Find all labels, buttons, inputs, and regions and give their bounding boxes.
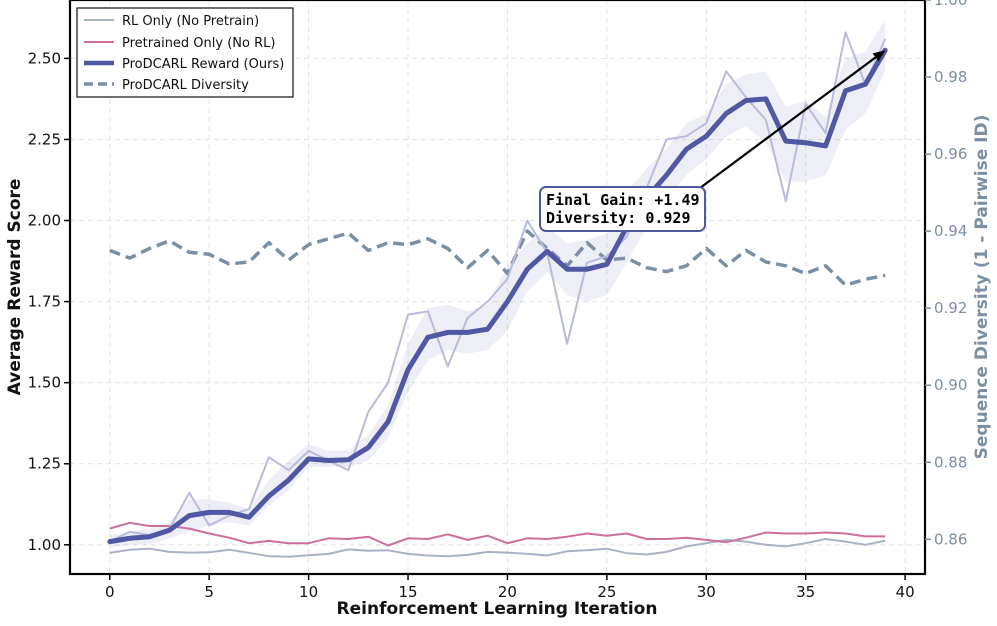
y2-tick-label: 1.00 — [934, 0, 967, 9]
annotation-arrowhead — [872, 50, 886, 62]
annotation-line-diversity: Diversity: 0.929 — [546, 209, 691, 227]
x-tick-label: 15 — [398, 583, 417, 601]
series-lines-layer — [107, 31, 888, 558]
y2-tick-label: 0.92 — [934, 299, 967, 317]
y2-axis-label: Sequence Diversity (1 - Pairwise ID) — [972, 115, 992, 460]
y2-tick-label: 0.90 — [934, 376, 967, 394]
y-tick-label: 1.25 — [28, 455, 61, 473]
reward-confidence-band — [109, 19, 886, 549]
x-tick-label: 25 — [597, 583, 616, 601]
y-tick-label: 2.25 — [28, 130, 61, 148]
y-tick-label: 1.50 — [28, 374, 61, 392]
y-axis-ticks: 1.00 1.25 1.50 1.75 2.00 2.25 2.50 — [28, 49, 70, 554]
y-axis-label: Average Reward Score — [5, 179, 25, 396]
y-tick-label: 2.50 — [28, 49, 61, 67]
x-tick-label: 10 — [299, 583, 318, 601]
plot-frame — [68, 0, 927, 576]
y2-axis-ticks: 0.86 0.88 0.90 0.92 0.94 0.96 0.98 1.00 — [925, 0, 967, 548]
legend-box — [76, 7, 294, 98]
x-tick-label: 40 — [896, 583, 915, 601]
legend-label-prodcarl-reward: ProDCARL Reward (Ours) — [122, 57, 284, 72]
y-tick-label: 1.75 — [28, 293, 61, 311]
annotation-arrow — [699, 56, 877, 189]
series-line-prodcarl-reward — [107, 47, 888, 545]
series-line-prodcarl-diversity — [109, 229, 886, 287]
y2-tick-label: 0.98 — [934, 68, 967, 86]
confidence-band-layer — [109, 19, 886, 549]
legend-label-pretrained-only: Pretrained Only (No RL) — [122, 36, 275, 51]
y2-tick-label: 0.96 — [934, 145, 967, 163]
y-tick-label: 1.00 — [28, 536, 61, 554]
x-tick-label: 5 — [204, 583, 214, 601]
x-axis-label: Reinforcement Learning Iteration — [337, 599, 658, 619]
y2-tick-label: 0.94 — [934, 222, 967, 240]
legend-label-rl-only: RL Only (No Pretrain) — [122, 14, 259, 29]
series-line-pretrained-only — [109, 521, 886, 547]
legend: RL Only (No Pretrain) Pretrained Only (N… — [76, 7, 294, 98]
final-gain-annotation: Final Gain: +1.49 Diversity: 0.929 — [539, 50, 886, 232]
legend-label-prodcarl-diversity: ProDCARL Diversity — [122, 78, 249, 93]
series-line-rl-only — [109, 538, 886, 558]
grid-lines — [70, 0, 925, 574]
x-tick-label: 0 — [105, 583, 115, 601]
x-tick-label: 20 — [498, 583, 517, 601]
annotation-box — [539, 186, 706, 232]
y2-tick-label: 0.86 — [934, 530, 967, 548]
y2-tick-label: 0.88 — [934, 453, 967, 471]
x-tick-label: 35 — [796, 583, 815, 601]
x-tick-label: 30 — [697, 583, 716, 601]
annotation-line-gain: Final Gain: +1.49 — [546, 191, 700, 209]
x-axis-ticks: 0 5 10 15 20 25 30 35 40 — [105, 574, 915, 601]
y-tick-label: 2.00 — [28, 212, 61, 230]
